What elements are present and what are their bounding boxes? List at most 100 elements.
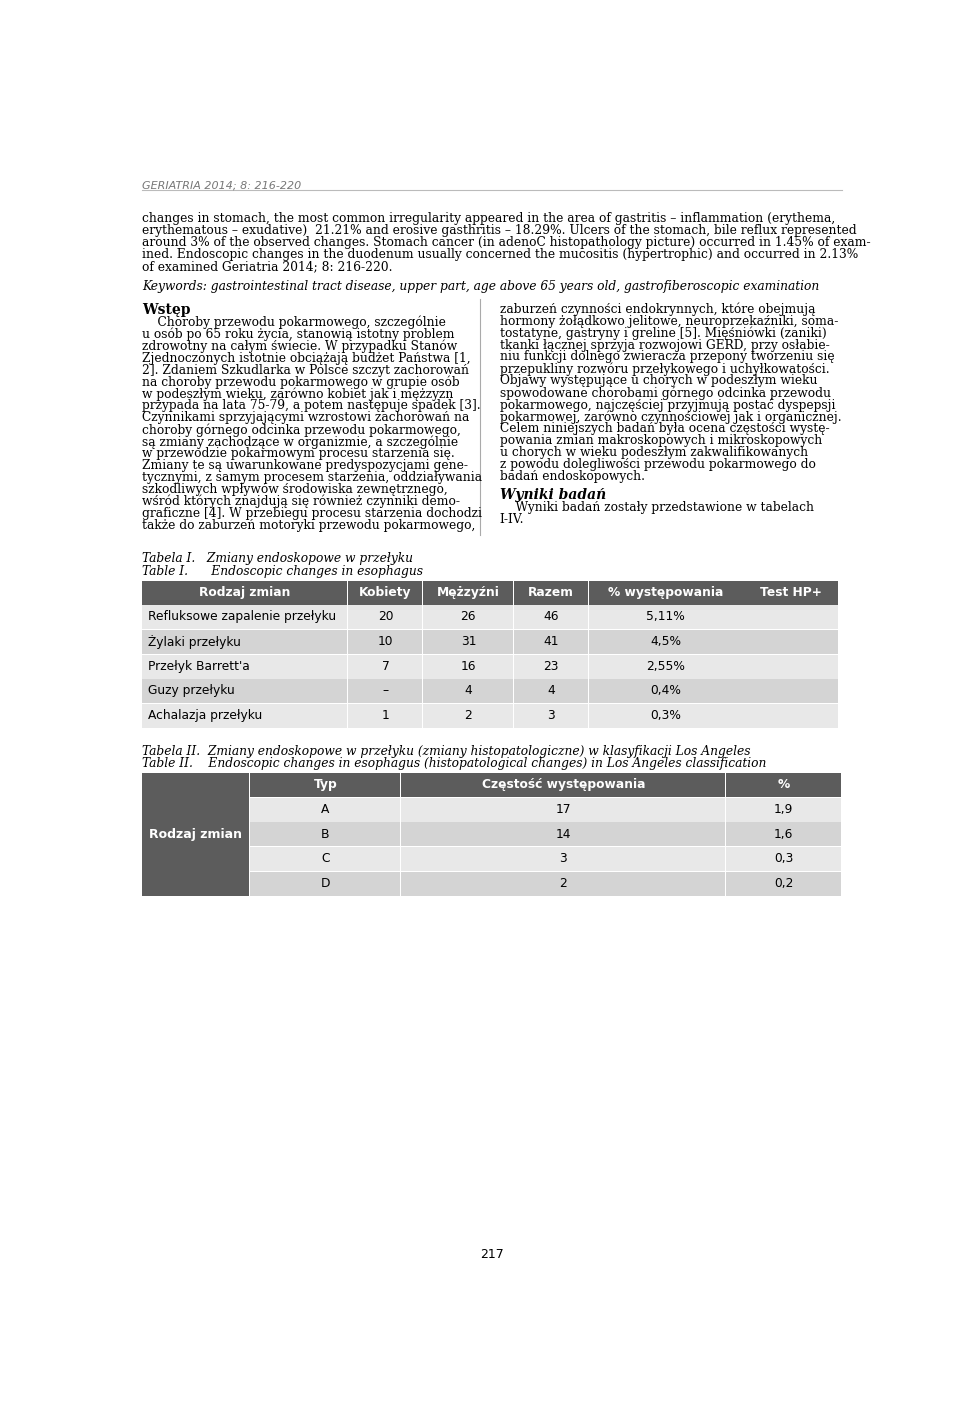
Text: Zmiany te są uwarunkowane predyspozycjami gene-: Zmiany te są uwarunkowane predyspozycjam… (142, 459, 468, 472)
Bar (742, 630, 838, 654)
Text: 1,6: 1,6 (774, 827, 794, 841)
Bar (742, 654, 838, 678)
Text: u chorych w wieku podeszłym zakwalifikowanych: u chorych w wieku podeszłym zakwalifikow… (500, 446, 808, 459)
Bar (726, 847, 841, 871)
Bar (726, 872, 841, 896)
Text: przypada na lata 75-79, a potem następuje spadek [3].: przypada na lata 75-79, a potem następuj… (142, 399, 480, 412)
Bar (588, 654, 741, 678)
Bar (514, 630, 588, 654)
Bar (348, 654, 422, 678)
Bar (726, 773, 841, 797)
Text: tycznymi, z samym procesem starzenia, oddziaływania: tycznymi, z samym procesem starzenia, od… (142, 472, 482, 484)
Bar (423, 680, 513, 704)
Text: tostatyne, gastryny i greline [5]. Mięśniówki (zaniki): tostatyne, gastryny i greline [5]. Mięśn… (500, 327, 827, 340)
Text: w podeszłym wieku, zarówno kobiet jak i mężzyzn: w podeszłym wieku, zarówno kobiet jak i … (142, 388, 453, 401)
Bar (742, 581, 838, 605)
Bar (142, 581, 348, 605)
Text: 46: 46 (543, 610, 559, 623)
Text: Celem niniejszych badań była ocena częstości wystę-: Celem niniejszych badań była ocena częst… (500, 422, 829, 435)
Bar (400, 773, 725, 797)
Text: –: – (382, 684, 389, 697)
Text: Choroby przewodu pokarmowego, szczególnie: Choroby przewodu pokarmowego, szczególni… (142, 316, 445, 330)
Text: %: % (778, 779, 790, 792)
Text: Wyniki badań zostały przedstawione w tabelach: Wyniki badań zostały przedstawione w tab… (500, 501, 814, 514)
Bar (423, 654, 513, 678)
Text: Test HP+: Test HP+ (759, 586, 822, 599)
Text: 0,2: 0,2 (774, 877, 794, 889)
Text: także do zaburzeń motoryki przewodu pokarmowego,: także do zaburzeń motoryki przewodu poka… (142, 518, 475, 532)
Bar (588, 606, 741, 629)
Bar (251, 872, 399, 896)
Text: spowodowane chorobami górnego odcinka przewodu: spowodowane chorobami górnego odcinka pr… (500, 387, 830, 399)
Bar (348, 680, 422, 704)
Text: Wstęp: Wstęp (142, 303, 190, 317)
Text: badań endoskopowych.: badań endoskopowych. (500, 470, 645, 483)
Text: są zmiany zachodzące w organizmie, a szczególnie: są zmiany zachodzące w organizmie, a szc… (142, 435, 458, 449)
Text: 0,3: 0,3 (774, 852, 794, 865)
Bar (514, 606, 588, 629)
Text: Tabela I.   Zmiany endoskopowe w przełyku: Tabela I. Zmiany endoskopowe w przełyku (142, 552, 413, 565)
Text: 16: 16 (461, 660, 476, 673)
Bar (142, 704, 348, 728)
Text: Mężzyźni: Mężzyźni (437, 586, 500, 599)
Text: szkodliwych wpływów środowiska zewnętrznego,: szkodliwych wpływów środowiska zewnętrzn… (142, 483, 447, 497)
Text: 1: 1 (381, 709, 390, 722)
Text: u osób po 65 roku życia, stanowią istotny problem: u osób po 65 roku życia, stanowią istotn… (142, 327, 454, 341)
Text: 26: 26 (461, 610, 476, 623)
Text: of examined Geriatria 2014; 8: 216-220.: of examined Geriatria 2014; 8: 216-220. (142, 261, 393, 273)
Bar (142, 606, 348, 629)
Text: 0,4%: 0,4% (650, 684, 681, 697)
Text: 0,3%: 0,3% (650, 709, 681, 722)
Text: choroby górnego odcinka przewodu pokarmowego,: choroby górnego odcinka przewodu pokarmo… (142, 423, 461, 436)
Text: Rodzaj zmian: Rodzaj zmian (199, 586, 291, 599)
Text: 2]. Zdaniem Szkudlarka w Polsce szczyt zachorowań: 2]. Zdaniem Szkudlarka w Polsce szczyt z… (142, 364, 468, 377)
Text: A: A (322, 803, 329, 816)
Bar (142, 654, 348, 678)
Text: przepukliny rozwóru przełykowego i uchyłkowatości.: przepukliny rozwóru przełykowego i uchył… (500, 362, 829, 375)
Text: GERIATRIA 2014; 8: 216-220: GERIATRIA 2014; 8: 216-220 (142, 181, 300, 191)
Text: Objawy występujące u chorych w podeszłym wieku: Objawy występujące u chorych w podeszłym… (500, 374, 817, 388)
Bar (742, 606, 838, 629)
Text: Przełyk Barrett'a: Przełyk Barrett'a (148, 660, 250, 673)
Bar (251, 823, 399, 847)
Text: 4: 4 (547, 684, 555, 697)
Bar (514, 654, 588, 678)
Bar (742, 704, 838, 728)
Text: C: C (322, 852, 329, 865)
Text: Guzy przełyku: Guzy przełyku (148, 684, 234, 697)
Text: 1,9: 1,9 (774, 803, 794, 816)
Text: 10: 10 (377, 634, 394, 649)
Text: % występowania: % występowania (608, 586, 723, 599)
Bar (348, 581, 422, 605)
Bar (400, 847, 725, 871)
Text: changes in stomach, the most common irregularity appeared in the area of gastrit: changes in stomach, the most common irre… (142, 212, 835, 225)
Text: Kobiety: Kobiety (359, 586, 412, 599)
Text: Częstość występowania: Częstość występowania (482, 779, 645, 792)
Bar (400, 872, 725, 896)
Bar (514, 704, 588, 728)
Bar (588, 630, 741, 654)
Text: 3: 3 (547, 709, 555, 722)
Text: na choroby przewodu pokarmowego w grupie osób: na choroby przewodu pokarmowego w grupie… (142, 375, 459, 389)
Text: Keywords: gastrointestinal tract disease, upper part, age above 65 years old, ga: Keywords: gastrointestinal tract disease… (142, 279, 819, 293)
Text: powania zmian makroskopowych i mikroskopowych: powania zmian makroskopowych i mikroskop… (500, 435, 822, 447)
Bar (588, 581, 741, 605)
Text: 31: 31 (461, 634, 476, 649)
Bar (726, 797, 841, 821)
Bar (251, 847, 399, 871)
Text: 7: 7 (381, 660, 390, 673)
Text: 41: 41 (543, 634, 559, 649)
Text: Tabela II.  Zmiany endoskopowe w przełyku (zmiany histopatologiczne) w klasyfika: Tabela II. Zmiany endoskopowe w przełyku… (142, 745, 750, 758)
Bar (423, 606, 513, 629)
Bar (514, 680, 588, 704)
Text: 23: 23 (543, 660, 559, 673)
Text: 14: 14 (556, 827, 571, 841)
Bar (423, 581, 513, 605)
Bar (588, 680, 741, 704)
Bar (423, 704, 513, 728)
Text: niu funkcji dolnego zwieracza przepony tworzeniu się: niu funkcji dolnego zwieracza przepony t… (500, 351, 834, 364)
Text: Table I.      Endoscopic changes in esophagus: Table I. Endoscopic changes in esophagus (142, 565, 422, 578)
Text: zdrowotny na całym świecie. W przypadku Stanów: zdrowotny na całym świecie. W przypadku … (142, 340, 457, 353)
Text: B: B (322, 827, 329, 841)
Bar (142, 773, 250, 896)
